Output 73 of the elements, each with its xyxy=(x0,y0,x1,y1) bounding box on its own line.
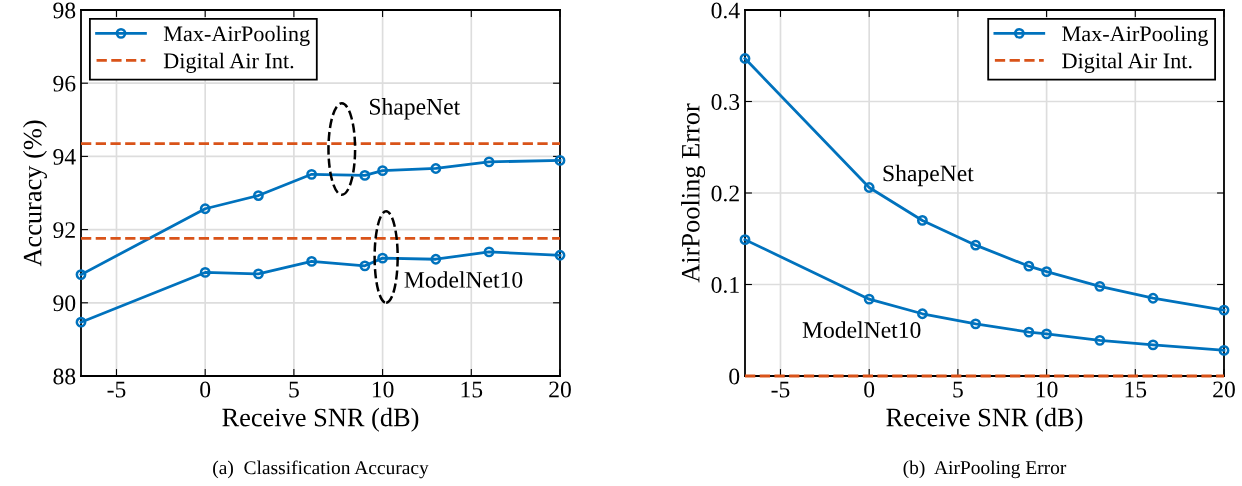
x-tick-label: 15 xyxy=(1125,381,1147,398)
point xyxy=(739,234,751,246)
x-tick-label: 15 xyxy=(461,381,483,398)
point xyxy=(1041,328,1053,340)
point xyxy=(554,249,566,261)
y-tick-label: 0 xyxy=(729,368,740,385)
y-tick-label: 0.3 xyxy=(711,93,740,111)
y-tick-label: 90 xyxy=(53,295,76,312)
point xyxy=(554,155,566,166)
point xyxy=(1023,326,1035,338)
point xyxy=(1147,292,1159,304)
legend-label: Max-AirPooling xyxy=(163,25,310,46)
point xyxy=(430,253,442,265)
y-axis-title: AirPooling Error xyxy=(681,103,706,283)
legend-label: Digital Air Int. xyxy=(163,52,294,73)
x-axis-title: Receive SNR (dB) xyxy=(222,407,419,432)
x-tick-label: 0 xyxy=(864,381,875,398)
point xyxy=(199,203,211,215)
point xyxy=(377,252,389,264)
point xyxy=(199,267,211,278)
point xyxy=(483,246,495,258)
y-tick-label: 92 xyxy=(53,222,75,239)
point xyxy=(252,268,264,280)
x-tick-label: 20 xyxy=(549,381,571,398)
point xyxy=(1094,280,1106,292)
point xyxy=(1041,266,1053,278)
x-axis-title: Receive SNR (dB) xyxy=(886,407,1083,432)
point xyxy=(739,53,751,64)
point xyxy=(863,182,875,193)
legend-label: Digital Air Int. xyxy=(1062,52,1192,73)
point xyxy=(359,170,371,181)
point xyxy=(252,190,264,201)
point xyxy=(970,318,982,330)
point xyxy=(1218,304,1230,316)
point xyxy=(75,316,87,328)
y-tick-label: 0.4 xyxy=(711,2,740,19)
y-axis-title: Accuracy (%) xyxy=(22,120,47,267)
point xyxy=(970,239,982,251)
legend-label: Max-AirPooling xyxy=(1062,25,1209,46)
annotation: ShapeNet xyxy=(369,98,461,120)
y-tick-label: 94 xyxy=(53,148,76,165)
text: (b) AirPooling Error xyxy=(903,460,1067,479)
point xyxy=(916,215,928,226)
x-tick-label: 0 xyxy=(200,381,211,398)
annotation: ModelNet10 xyxy=(404,271,523,288)
y-tick-label: 98 xyxy=(53,2,76,19)
text: (a) Classification Accuracy xyxy=(213,460,429,479)
point xyxy=(916,308,928,320)
point xyxy=(1218,344,1230,356)
x-tick-label: 20 xyxy=(1213,381,1235,398)
point xyxy=(1094,334,1106,346)
point xyxy=(75,269,87,281)
x-tick-label: -5 xyxy=(771,381,790,398)
annotation: ModelNet10 xyxy=(802,321,921,338)
y-tick-label: 0.1 xyxy=(711,276,739,294)
x-tick-label: 5 xyxy=(953,381,963,398)
point xyxy=(483,156,495,168)
x-tick-label: -5 xyxy=(107,381,126,398)
point xyxy=(430,163,442,174)
point xyxy=(863,293,875,305)
annotation: ShapeNet xyxy=(883,164,974,187)
y-tick-label: 0.2 xyxy=(711,185,739,202)
point xyxy=(377,165,389,177)
y-tick-label: 88 xyxy=(53,368,76,385)
x-tick-label: 10 xyxy=(1036,381,1058,398)
x-tick-label: 5 xyxy=(289,381,299,398)
point xyxy=(306,256,318,267)
point xyxy=(359,260,371,272)
point xyxy=(306,168,318,180)
point xyxy=(1147,339,1159,351)
y-tick-label: 96 xyxy=(53,75,76,92)
point xyxy=(1023,260,1035,272)
x-tick-label: 10 xyxy=(372,381,394,398)
